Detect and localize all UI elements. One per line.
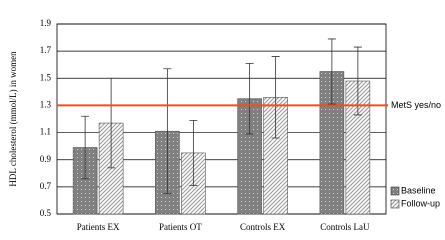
y-tick-label: 1.1: [40, 127, 51, 137]
legend-swatch: [390, 186, 400, 196]
error-bar: [163, 68, 172, 195]
x-tick-label: Patients OT: [159, 222, 202, 232]
y-tick-label: 1.5: [40, 72, 52, 82]
bar: [72, 147, 98, 215]
y-tick-label: 0.7: [40, 181, 52, 191]
legend-swatch: [390, 199, 400, 209]
legend-label: Baseline: [401, 185, 436, 195]
error-bar: [189, 119, 198, 186]
y-axis-label: HDL cholesterol (mmol/L) in women: [8, 51, 18, 187]
error-bar: [327, 38, 336, 105]
error-bar: [107, 77, 116, 169]
plot-frame: [56, 23, 387, 215]
y-tick-label: 1.9: [40, 18, 52, 28]
x-tick-label: Patients EX: [77, 222, 120, 232]
y-tick-label: 1.7: [40, 45, 52, 55]
error-bar: [353, 46, 362, 116]
error-bar: [271, 56, 280, 139]
legend-label: Follow-up: [401, 198, 440, 208]
y-tick-label: 0.9: [40, 154, 52, 164]
x-tick-label: Controls LaU: [320, 222, 370, 232]
reference-label: MetS yes/no: [391, 100, 441, 110]
y-tick-label: 0.5: [40, 208, 52, 218]
error-bar: [81, 115, 90, 180]
x-tick-label: Controls EX: [240, 222, 286, 232]
y-tick-label: 1.3: [40, 99, 52, 109]
error-bar: [245, 62, 254, 135]
